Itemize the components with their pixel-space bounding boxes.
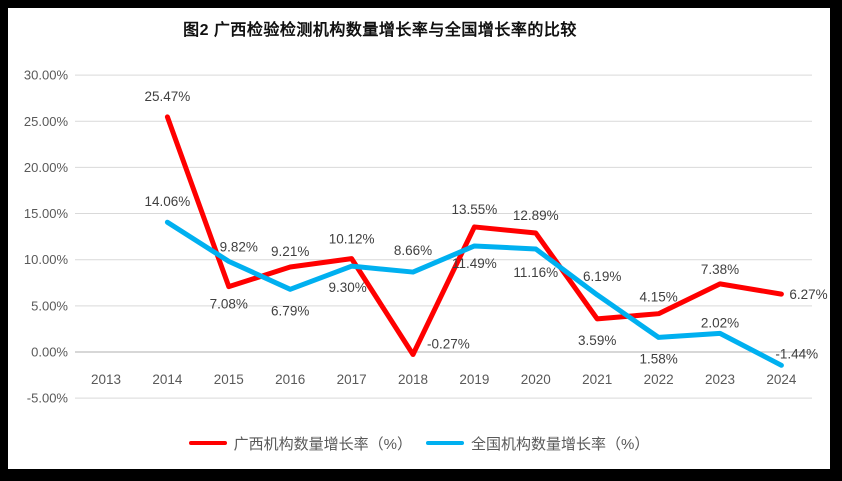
data-label-series-1: -1.44% [775, 346, 818, 361]
x-tick-label: 2017 [337, 372, 367, 387]
line-chart-plot-area: 30.00% 25.00% 20.00% 15.00% 10.00% 5.00% 0.00%… [24, 68, 828, 406]
x-tick-label: 2014 [152, 372, 183, 387]
data-label-series-0: 10.12% [329, 232, 375, 247]
data-label-series-1: 2.02% [701, 315, 739, 330]
data-label-series-0: 4.15% [639, 290, 677, 305]
data-label-series-0: -0.27% [427, 336, 470, 351]
data-label-series-0: 12.89% [513, 208, 559, 223]
data-label-series-1: 9.82% [220, 239, 258, 254]
x-tick-label: 2018 [398, 372, 428, 387]
x-tick-label: 2019 [459, 372, 489, 387]
legend-line-red-icon [188, 441, 227, 445]
x-tick-label: 2023 [705, 372, 735, 387]
legend-item-guangxi: 广西机构数量增长率（%） [188, 433, 412, 454]
data-label-series-1: 6.79% [271, 303, 309, 318]
chart-title: 图2 广西检验检测机构数量增长率与全国增长率的比较 [183, 22, 577, 39]
data-label-series-0: 13.55% [452, 202, 498, 217]
data-label-series-1: 11.16% [513, 265, 558, 280]
data-label-series-1: 1.58% [639, 351, 677, 366]
data-label-series-1: 11.49% [452, 256, 497, 271]
y-tick-label: 20.00% [24, 160, 69, 175]
x-tick-label: 2022 [644, 372, 674, 387]
y-tick-label: -5.00% [27, 391, 69, 406]
x-tick-label: 2020 [521, 372, 551, 387]
y-tick-label: 10.00% [24, 252, 69, 267]
x-tick-label: 2024 [766, 372, 797, 387]
data-label-series-0: 25.47% [145, 89, 191, 104]
chart-legend: 广西机构数量增长率（%） 全国机构数量增长率（%） [8, 432, 830, 454]
x-tick-label: 2016 [275, 372, 305, 387]
y-tick-label: 0.00% [31, 345, 68, 360]
data-label-series-1: 9.30% [328, 280, 366, 295]
data-label-series-0: 3.59% [578, 333, 616, 348]
x-tick-label: 2021 [582, 372, 612, 387]
data-label-series-0: 7.38% [701, 262, 739, 277]
data-label-series-0: 7.08% [210, 297, 248, 312]
y-tick-label: 25.00% [24, 114, 69, 129]
legend-label-guangxi: 广西机构数量增长率（%） [233, 435, 412, 453]
series-line-1 [164, 219, 784, 368]
x-tick-label: 2015 [214, 372, 244, 387]
legend-item-national: 全国机构数量增长率（%） [426, 433, 649, 454]
data-label-series-1: 8.66% [394, 243, 432, 258]
y-tick-label: 5.00% [31, 298, 68, 313]
legend-label-national: 全国机构数量增长率（%） [471, 435, 650, 453]
data-label-series-0: 9.21% [271, 244, 309, 259]
x-tick-label: 2013 [91, 372, 121, 387]
data-label-series-1: 6.19% [583, 269, 621, 284]
data-label-series-1: 14.06% [145, 194, 191, 209]
y-tick-label: 15.00% [24, 206, 69, 221]
y-tick-label: 30.00% [24, 68, 69, 83]
data-label-series-0: 6.27% [789, 287, 827, 302]
series-line-0 [164, 114, 784, 357]
legend-line-blue-icon [426, 441, 464, 445]
